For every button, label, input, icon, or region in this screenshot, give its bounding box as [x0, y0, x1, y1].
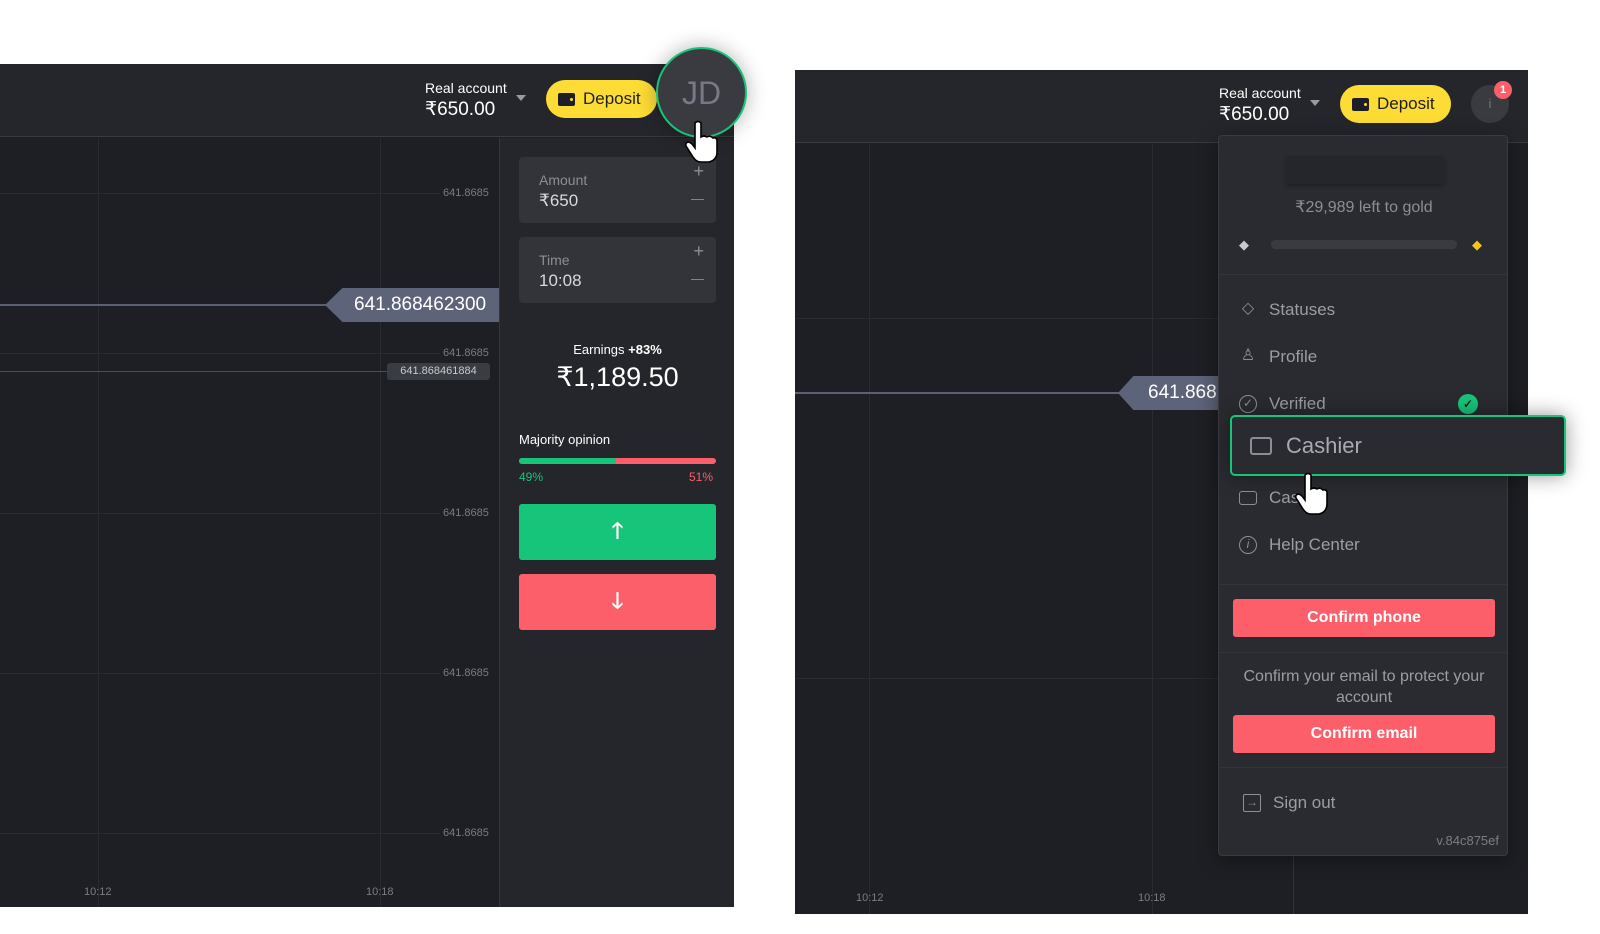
status-badge-placeholder [1286, 156, 1444, 184]
menu-item-verified[interactable]: ✓ Verified [1239, 394, 1326, 414]
chart-area[interactable]: 641.8685 641.8685 641.8685 641.8685 641.… [0, 138, 499, 907]
deposit-button[interactable]: Deposit [1340, 85, 1451, 123]
time-plus-button[interactable]: + [693, 241, 704, 261]
info-icon: i [1239, 536, 1257, 554]
y-tick: 641.8685 [443, 827, 489, 839]
amount-minus-button[interactable]: — [691, 191, 704, 206]
account-balance[interactable]: ₹650.00 [1219, 104, 1290, 125]
gold-progress-text: ₹29,989 left to gold [1295, 199, 1433, 216]
menu-item-profile[interactable]: ♙ Profile [1240, 347, 1318, 366]
earnings-value: ₹1,189.50 [556, 362, 679, 392]
wallet-icon [1250, 436, 1272, 455]
amount-label: Amount [539, 172, 588, 188]
amount-plus-button[interactable]: + [693, 161, 704, 181]
pointer-cursor-icon [1294, 472, 1328, 515]
time-field[interactable]: Time 10:08 + — [519, 237, 716, 303]
menu-item-statuses[interactable]: ◇ Statuses [1239, 300, 1335, 320]
account-type-label: Real account [425, 80, 507, 96]
profile-dropdown-menu: ₹29,989 left to gold ◆ ◆ ◇ Statuses ♙ Prof… [1218, 135, 1508, 856]
x-tick: 10:12 [84, 886, 112, 898]
account-dropdown-caret-icon[interactable] [516, 95, 526, 101]
y-tick: 641.8685 [443, 507, 489, 519]
down-button[interactable]: 🡓 [519, 574, 716, 630]
deposit-label: Deposit [583, 89, 641, 108]
majority-up-fill [519, 458, 616, 464]
version-label: v.84c875ef [1436, 833, 1499, 848]
gold-progress-bar [1271, 240, 1457, 249]
earnings-label: Earnings +83% [573, 342, 662, 357]
majority-opinion-label: Majority opinion [519, 432, 611, 447]
arrow-up-icon: 🡑 [611, 518, 624, 543]
confirm-email-button[interactable]: Confirm email [1233, 715, 1495, 753]
trade-panel: Amount ₹650 + — Time 10:08 + — Earnings … [499, 138, 734, 907]
y-tick: 641.8685 [443, 667, 489, 679]
cashier-label: Cashier [1286, 432, 1362, 458]
x-tick: 10:18 [366, 886, 394, 898]
y-tick: 641.8685 [443, 187, 489, 199]
arrow-down-icon: 🡓 [611, 588, 624, 613]
wallet-icon [558, 92, 575, 106]
up-button[interactable]: 🡑 [519, 504, 716, 560]
account-type-label: Real account [1219, 85, 1301, 101]
check-circle-icon: ✓ [1239, 395, 1257, 413]
y-tick: 641.8685 [443, 347, 489, 359]
price-line [795, 392, 1135, 394]
notification-badge: 1 [1494, 81, 1512, 99]
confirm-phone-button[interactable]: Confirm phone [1233, 599, 1495, 637]
current-price-tag: 641.868 [1118, 376, 1228, 410]
left-trading-screen: Real account ₹650.00 Deposit 641.8685 64… [0, 64, 734, 907]
menu-item-cashier[interactable]: Cas [1239, 488, 1299, 508]
amount-value[interactable]: ₹650 [539, 191, 579, 210]
silver-diamond-icon: ◆ [1239, 237, 1249, 252]
confirm-email-text: Confirm your email to protect your accou… [1243, 668, 1485, 706]
majority-bar [519, 458, 716, 464]
amount-field[interactable]: Amount ₹650 + — [519, 157, 716, 223]
secondary-price-line [0, 371, 400, 372]
up-percent: 49% [519, 470, 544, 484]
deposit-label: Deposit [1377, 94, 1435, 113]
price-line [0, 304, 340, 306]
account-balance[interactable]: ₹650.00 [425, 99, 496, 120]
cashier-highlight[interactable]: Cashier [1230, 415, 1566, 476]
current-price-tag: 641.868462300 [325, 288, 499, 322]
time-label: Time [539, 252, 570, 268]
user-icon: ♙ [1240, 347, 1256, 364]
sign-out-button[interactable]: → Sign out [1243, 793, 1335, 813]
wallet-icon [1352, 97, 1369, 111]
diamond-icon: ◇ [1241, 300, 1255, 317]
wallet-icon [1239, 491, 1257, 505]
x-tick: 10:18 [1138, 892, 1166, 904]
time-minus-button[interactable]: — [691, 271, 704, 286]
x-tick: 10:12 [856, 892, 884, 904]
pointer-cursor-icon [684, 120, 718, 163]
time-value[interactable]: 10:08 [539, 271, 582, 290]
secondary-price-tag: 641.868461884 [387, 363, 490, 380]
down-percent: 51% [689, 470, 714, 484]
verified-check-icon: ✓ [1458, 394, 1478, 414]
menu-item-help-center[interactable]: i Help Center [1239, 535, 1360, 555]
header: Real account ₹650.00 Deposit [0, 64, 734, 137]
gold-diamond-icon: ◆ [1472, 237, 1482, 252]
sign-out-icon: → [1243, 794, 1261, 812]
header: Real account ₹650.00 Deposit i 1 [795, 70, 1528, 143]
account-dropdown-caret-icon[interactable] [1310, 100, 1320, 106]
deposit-button[interactable]: Deposit [546, 80, 657, 118]
earnings-percent: +83% [628, 342, 662, 357]
